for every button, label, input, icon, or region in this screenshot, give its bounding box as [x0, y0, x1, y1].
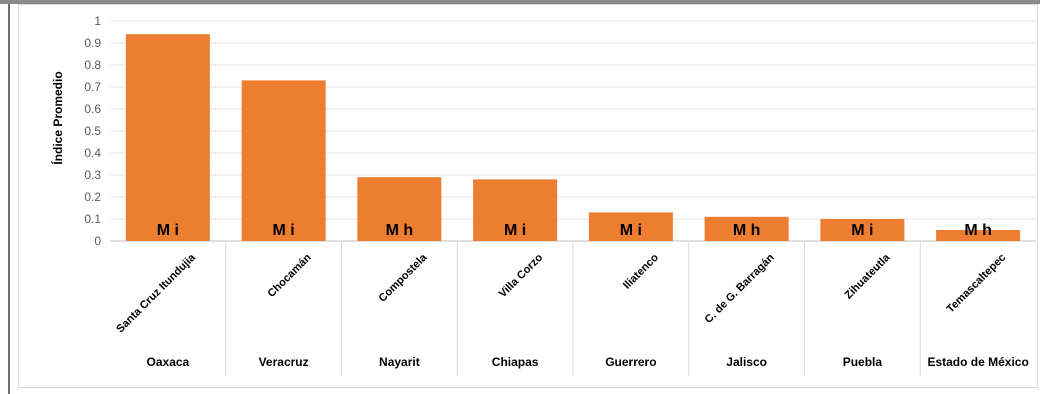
group-labels: Oaxaca Veracruz Nayarit Chiapas Guerrero Jali… — [147, 355, 1029, 369]
y-tick-label: 0.1 — [84, 212, 101, 226]
window-top-border — [0, 0, 1040, 4]
bars — [125, 34, 1021, 242]
y-tick-label: 0 — [94, 234, 101, 248]
bar — [936, 230, 1021, 241]
bar — [241, 80, 326, 242]
group-label: Chiapas — [492, 355, 539, 369]
bar-label: M h — [964, 222, 992, 239]
bar-label: M i — [620, 222, 642, 239]
x-category-label: C. de G. Barragán — [703, 251, 777, 325]
y-axis-label: Índice Promedio — [50, 71, 65, 164]
bar-label: M h — [733, 222, 761, 239]
bar-label: M i — [273, 222, 295, 239]
chart-area-border — [18, 4, 1038, 388]
bar — [125, 34, 210, 242]
bar — [588, 212, 673, 241]
x-category-label: Compostela — [376, 251, 430, 305]
x-category-label: Iliatenco — [621, 251, 661, 291]
x-category-label: Zihuateutla — [843, 251, 894, 302]
y-tick-label: 0.5 — [84, 124, 101, 138]
y-tick-label: 0.9 — [84, 36, 101, 50]
group-label: Oaxaca — [147, 355, 190, 369]
y-tick-label: 0.7 — [84, 80, 101, 94]
bar-label: M h — [386, 222, 414, 239]
group-label: Jalisco — [726, 355, 767, 369]
y-tick-label: 0.6 — [84, 102, 101, 116]
bar — [357, 177, 442, 241]
y-tick-label: 0.4 — [84, 146, 101, 160]
bar — [473, 179, 558, 241]
group-label: Puebla — [843, 355, 883, 369]
x-category-label: Chocamán — [265, 251, 313, 299]
group-label: Veracruz — [259, 355, 309, 369]
x-category-label: Temascaltepec — [945, 252, 1009, 316]
x-category-label: Villa Corzo — [497, 251, 546, 300]
group-label: Guerrero — [605, 355, 656, 369]
y-axis-ticks: 0 0.1 0.2 0.3 0.4 0.5 0.6 0.7 0.8 0.9 1 — [84, 14, 101, 248]
window-left-border — [8, 4, 10, 394]
y-tick-label: 0.3 — [84, 168, 101, 182]
group-label: Nayarit — [379, 355, 420, 369]
bar — [704, 216, 789, 241]
bar — [820, 219, 905, 241]
y-tick-label: 0.8 — [84, 58, 101, 72]
x-axis-labels: Santa Cruz Itundujia Chocamán Compostela Vi… — [114, 251, 1008, 335]
x-category-label: Santa Cruz Itundujia — [114, 251, 198, 335]
bar-label: M i — [157, 222, 179, 239]
bar-label: M i — [851, 222, 873, 239]
group-label: Estado de México — [927, 355, 1028, 369]
y-tick-label: 0.2 — [84, 190, 101, 204]
bar-label: M i — [504, 222, 526, 239]
y-tick-label: 1 — [94, 14, 101, 28]
